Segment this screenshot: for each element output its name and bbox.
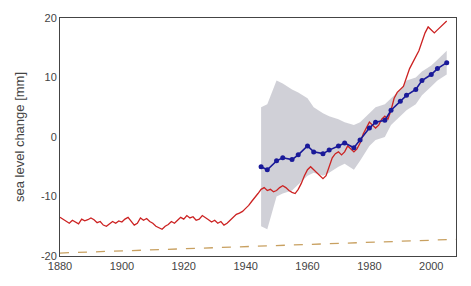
svg-text:1880: 1880 [48,260,72,272]
svg-text:20: 20 [45,12,57,24]
svg-text:1900: 1900 [110,260,134,272]
svg-text:1960: 1960 [295,260,319,272]
svg-text:10: 10 [45,71,57,83]
svg-text:-20: -20 [41,250,57,262]
svg-text:2000: 2000 [419,260,443,272]
svg-text:sea level change [mm]: sea level change [mm] [12,72,27,202]
svg-text:-10: -10 [41,190,57,202]
svg-text:1940: 1940 [233,260,257,272]
svg-text:1920: 1920 [172,260,196,272]
svg-text:1980: 1980 [357,260,381,272]
svg-text:0: 0 [51,131,57,143]
